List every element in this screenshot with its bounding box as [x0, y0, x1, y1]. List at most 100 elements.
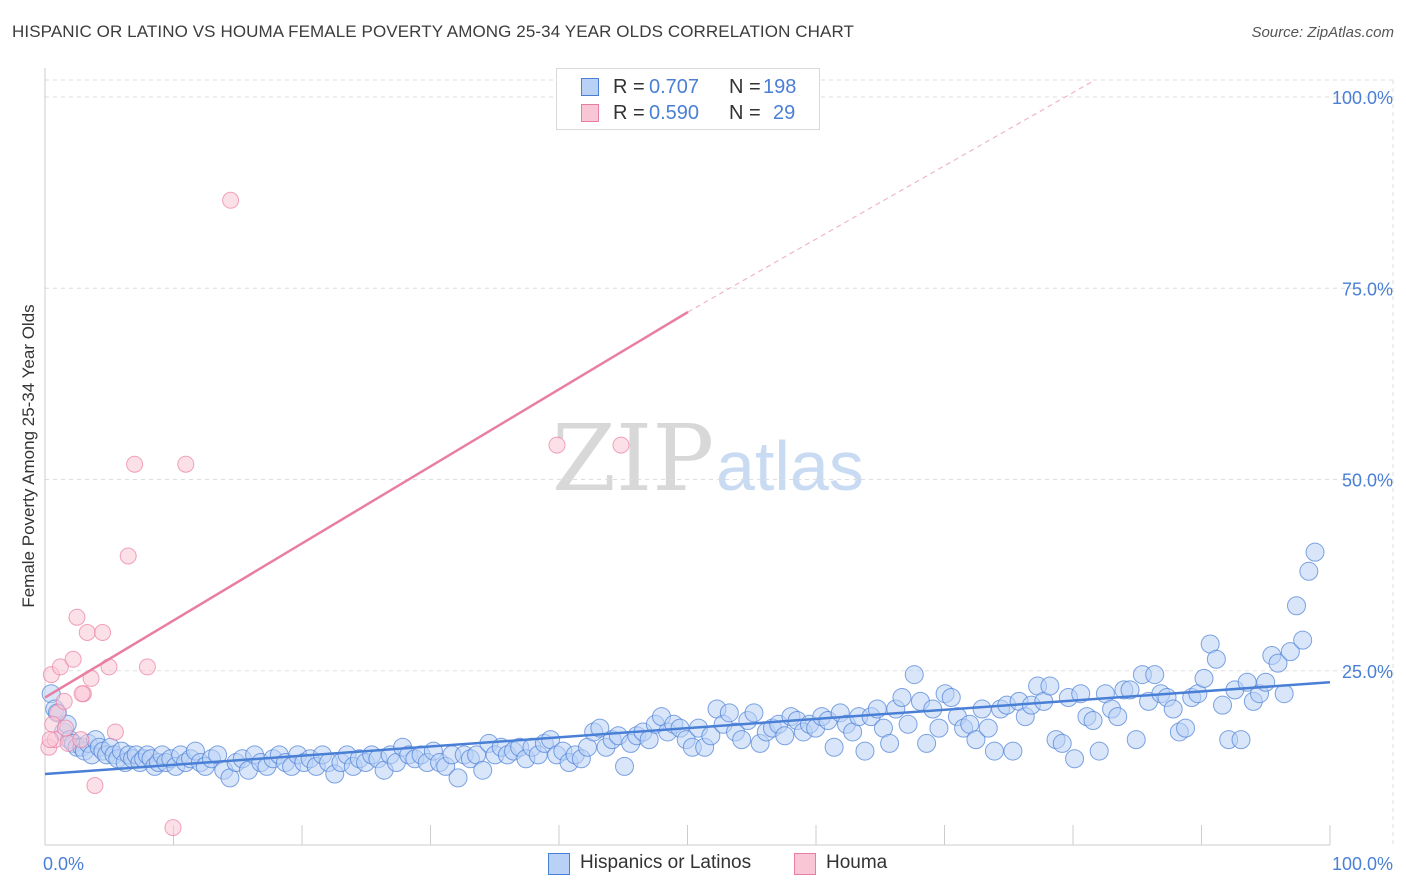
houma-point [106, 723, 124, 741]
hispanic-point [1083, 710, 1103, 730]
houma-point [126, 455, 144, 473]
data-points [40, 191, 1325, 837]
houma-point [56, 719, 74, 737]
hispanic-point [1299, 561, 1319, 581]
hispanic-point [744, 703, 764, 723]
hispanic-point [1256, 672, 1276, 692]
hispanic-point [1126, 730, 1146, 750]
legend-n-value: 198 [763, 76, 797, 98]
hispanic-point [941, 688, 961, 708]
hispanic-point [1280, 642, 1300, 662]
hispanic-point [1120, 680, 1140, 700]
hispanic-point [1268, 653, 1288, 673]
hispanic-point [775, 726, 795, 746]
houma-point [177, 455, 195, 473]
chart-title: HISPANIC OR LATINO VS HOUMA FEMALE POVER… [12, 22, 855, 41]
tick-labels: 25.0% 50.0% 75.0% 100.0% 0.0% 100.0% [43, 88, 1393, 874]
houma-point [222, 191, 240, 209]
legend-r-label: R = [613, 76, 651, 98]
hispanic-point [972, 699, 992, 719]
bottom-legend-label: Hispanics or Latinos [580, 852, 752, 873]
houma-point [94, 624, 112, 641]
hispanic-point [615, 756, 635, 776]
hispanic-point [1287, 596, 1307, 616]
watermark-zip: ZIP [552, 405, 714, 512]
hispanic-point [1274, 684, 1294, 704]
y-tick-label: 75.0% [1342, 279, 1393, 299]
y-axis-label: Female Poverty Among 25-34 Year Olds [19, 304, 38, 607]
legend-row-houma: R = 0.590 N = 29 [581, 102, 795, 126]
legend-r-value: 0.590 [649, 102, 700, 124]
hispanic-point [1065, 749, 1085, 769]
hispanic-point [1206, 649, 1226, 669]
axes [44, 68, 1331, 846]
houma-point [51, 658, 69, 676]
hispanic-point [966, 730, 986, 750]
hispanic-point [1305, 542, 1325, 562]
hispanic-point [1194, 668, 1214, 688]
bottom-legend-label: Houma [826, 852, 888, 873]
bottom-legend-swatch-houma [794, 853, 816, 875]
legend-n-label: N = [729, 76, 767, 98]
x-tick-label-max: 100.0% [1332, 854, 1393, 874]
legend-n-label: N = [729, 102, 767, 124]
houma-point [64, 650, 82, 668]
hispanic-point [1163, 699, 1183, 719]
hispanic-point [904, 665, 924, 685]
houma-point [86, 777, 104, 794]
hispanic-point [1293, 630, 1313, 650]
correlation-legend: R = 0.707 N = 198 R = 0.590 N = 29 [556, 68, 820, 130]
y-tick-label: 25.0% [1342, 662, 1393, 682]
houma-point [55, 692, 73, 710]
houma-point [164, 819, 182, 837]
hispanic-trend-line [44, 680, 1331, 776]
houma-point [138, 658, 156, 676]
houma-point [41, 731, 59, 749]
hispanic-point [1052, 733, 1072, 753]
houma-point [68, 608, 86, 626]
houma-point [73, 685, 91, 703]
legend-r-label: R = [613, 102, 651, 124]
hispanic-point [1071, 684, 1091, 704]
watermark: ZIP atlas [552, 405, 864, 512]
hispanic-point [824, 737, 844, 757]
hispanic-point [880, 733, 900, 753]
trend-lines [44, 79, 1331, 776]
houma-trend-extension [687, 79, 1096, 313]
hispanic-point [719, 703, 739, 723]
hispanic-point [1003, 741, 1023, 761]
houma-point [78, 624, 96, 641]
watermark-atlas: atlas [716, 427, 864, 505]
hispanic-point [1213, 695, 1233, 715]
legend-row-hispanic: R = 0.707 N = 198 [581, 76, 796, 100]
hispanic-point [732, 730, 752, 750]
legend-swatch-hispanic [581, 78, 599, 96]
hispanic-point [1145, 665, 1165, 685]
y-tick-label: 100.0% [1332, 88, 1393, 108]
houma-point [548, 436, 566, 454]
hispanic-point [929, 718, 949, 738]
houma-point [72, 731, 90, 749]
hispanic-point [448, 768, 468, 788]
hispanic-point [473, 760, 493, 780]
hispanic-point [855, 741, 875, 761]
hispanic-point [978, 718, 998, 738]
legend-swatch-houma [581, 104, 599, 122]
hispanic-point [1089, 741, 1109, 761]
hispanic-point [1108, 707, 1128, 727]
houma-point [119, 547, 137, 565]
x-tick-label-min: 0.0% [43, 854, 84, 874]
hispanic-point [1231, 730, 1251, 750]
houma-point [612, 436, 630, 454]
hispanic-point [984, 741, 1004, 761]
source-label: Source: ZipAtlas.com [1251, 24, 1394, 41]
hispanic-point [590, 718, 610, 738]
hispanic-point [1176, 718, 1196, 738]
legend-n-value: 29 [773, 102, 796, 124]
hispanic-point [917, 733, 937, 753]
bottom-legend-swatch-hispanic [548, 853, 570, 875]
hispanic-point [1040, 676, 1060, 696]
legend-r-value: 0.707 [649, 76, 700, 98]
houma-trend-line [44, 310, 689, 699]
